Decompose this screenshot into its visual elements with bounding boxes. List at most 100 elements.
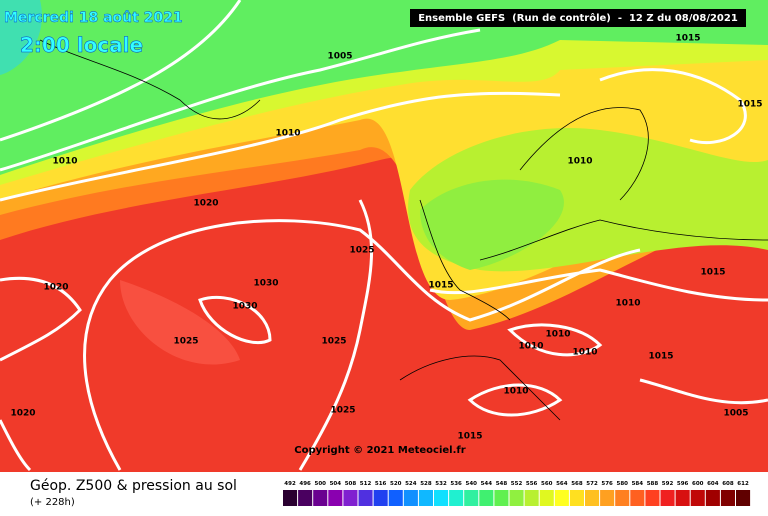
z500-band (420, 179, 564, 270)
scale-cell (539, 490, 554, 506)
isobar-label: 1025 (321, 337, 346, 347)
scale-cell (585, 490, 600, 506)
scale-label: 508 (345, 481, 357, 487)
z500-band (0, 0, 42, 75)
isobar-label: 1020 (43, 283, 68, 293)
scale-label: 556 (526, 481, 538, 487)
isobar-label: 1010 (567, 157, 592, 167)
run-info: Ensemble GEFS (Run de contrôle) - 12 Z d… (418, 12, 738, 24)
scale-cell (630, 490, 645, 506)
scale-cell (298, 490, 313, 506)
isobar-label: 1010 (545, 330, 570, 340)
footer-lead: (+ 228h) (30, 497, 75, 508)
run-box (410, 9, 746, 27)
scale-label: 540 (466, 481, 478, 487)
scale-cell (494, 490, 509, 506)
color-scale: 492 496 500 504 508 512 516 520 524 528 532 536 540 5… (283, 481, 751, 506)
scale-label: 500 (315, 481, 327, 487)
isobar-label: 1025 (330, 406, 355, 416)
scale-label: 572 (586, 481, 598, 487)
isobar-label: 1010 (503, 387, 528, 397)
footer-title: Géop. Z500 & pression au sol (30, 478, 237, 494)
scale-label: 560 (541, 481, 553, 487)
isobars (0, 0, 768, 472)
scale-cell (524, 490, 539, 506)
scale-label: 600 (692, 481, 704, 487)
scale-label: 512 (360, 481, 372, 487)
scale-label: 516 (375, 481, 387, 487)
isobar-label: 1015 (675, 34, 700, 44)
scale-label: 524 (405, 481, 417, 487)
isobar-label: 1015 (457, 432, 482, 442)
copyright: Copyright © 2021 Meteociel.fr (294, 445, 465, 456)
scale-cell (313, 490, 328, 506)
scale-cell (705, 490, 720, 506)
coastlines (39, 39, 768, 421)
scale-label: 532 (435, 481, 447, 487)
scale-cell (434, 490, 449, 506)
scale-cell (283, 490, 298, 506)
scale-cell (373, 490, 388, 506)
isobar-label: 1020 (10, 409, 35, 419)
scale-cell (464, 490, 479, 506)
isobar-label: 1015 (700, 268, 725, 278)
isobar-label: 1015 (428, 281, 453, 291)
z500-band (0, 0, 768, 175)
scale-label: 604 (707, 481, 719, 487)
isobar-label: 1025 (349, 246, 374, 256)
isobar-label: 1025 (173, 337, 198, 347)
scale-cell (343, 490, 358, 506)
scale-cell (388, 490, 403, 506)
scale-label: 612 (737, 481, 749, 487)
scale-cell (660, 490, 675, 506)
scale-label: 588 (647, 481, 659, 487)
scale-label: 576 (601, 481, 613, 487)
isobar-label: 1015 (737, 100, 762, 110)
z500-band (120, 280, 240, 365)
scale-label: 548 (496, 481, 508, 487)
scale-label: 536 (450, 481, 462, 487)
local-time: 2:00 locale (20, 33, 143, 57)
scale-cell (449, 490, 464, 506)
scale-label: 608 (722, 481, 734, 487)
map-date: Mercredi 18 août 2021 (4, 10, 183, 26)
scale-label: 592 (662, 481, 674, 487)
scale-cell (358, 490, 373, 506)
scale-label: 544 (481, 481, 493, 487)
scale-label: 496 (299, 481, 311, 487)
scale-label: 520 (390, 481, 402, 487)
scale-cell (736, 490, 751, 506)
isobar-label: 1010 (518, 342, 543, 352)
scale-cell (479, 490, 494, 506)
scale-label: 596 (677, 481, 689, 487)
isobar-label: 1030 (232, 302, 257, 312)
scale-cell (600, 490, 615, 506)
scale-label: 492 (284, 481, 296, 487)
isobar-label: 1015 (648, 352, 673, 362)
isobar-label: 1020 (193, 199, 218, 209)
scale-cell (615, 490, 630, 506)
scale-label: 552 (511, 481, 523, 487)
scale-cell (554, 490, 569, 506)
scale-cell (720, 490, 735, 506)
scale-cell (690, 490, 705, 506)
scale-label: 568 (571, 481, 583, 487)
scale-cell (675, 490, 690, 506)
isobar-label: 1005 (327, 52, 352, 62)
scale-cell (403, 490, 418, 506)
scale-label: 580 (617, 481, 629, 487)
scale-label: 584 (632, 481, 644, 487)
scale-cell (569, 490, 584, 506)
isobar-label: 1005 (723, 409, 748, 419)
isobar-label: 1010 (275, 129, 300, 139)
isobar-label: 1010 (572, 348, 597, 358)
isobar-label: 1010 (615, 299, 640, 309)
scale-cell (509, 490, 524, 506)
scale-cell (328, 490, 343, 506)
scale-label: 564 (556, 481, 568, 487)
scale-cell (645, 490, 660, 506)
isobar-label: 1030 (253, 279, 278, 289)
scale-cell (418, 490, 433, 506)
